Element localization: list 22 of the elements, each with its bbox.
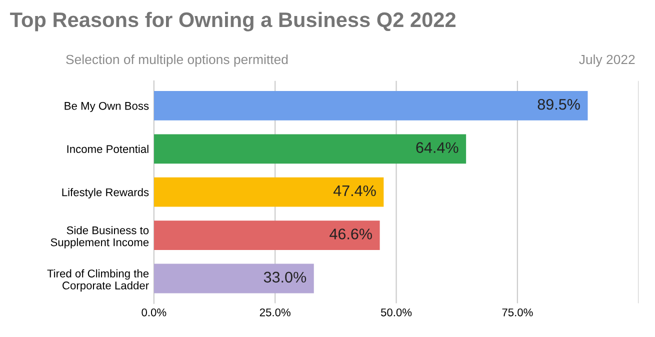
y-tick-label: Tired of Climbing the Corporate Ladder <box>47 269 149 292</box>
bar <box>154 90 588 120</box>
y-tick-label: Be My Own Boss <box>64 102 149 112</box>
chart-title: Top Reasons for Owning a Business Q2 2022 <box>10 12 456 32</box>
bar <box>154 177 384 207</box>
data-label: 33.0% <box>264 272 306 283</box>
bar <box>154 264 314 294</box>
x-tick-label: 75.0% <box>502 308 533 316</box>
text: July 2022 <box>579 54 635 67</box>
chart-subtitle: Selection of multiple options permitted <box>66 54 288 67</box>
x-tick-label: 25.0% <box>260 308 290 316</box>
data-label: 47.4% <box>333 185 376 196</box>
data-label: 89.5% <box>538 98 580 110</box>
bar <box>154 134 466 164</box>
y-tick-label: Lifestyle Rewards <box>62 188 149 198</box>
y-tick-label: Side Business to Supplement Income <box>50 226 149 248</box>
data-label: 64.4% <box>416 142 458 153</box>
x-tick-label: 0.0% <box>142 308 166 316</box>
data-label: 46.6% <box>330 228 372 240</box>
x-tick-label: 50.0% <box>380 308 412 316</box>
bar <box>154 220 380 250</box>
y-tick-label: Income Potential <box>67 144 148 154</box>
